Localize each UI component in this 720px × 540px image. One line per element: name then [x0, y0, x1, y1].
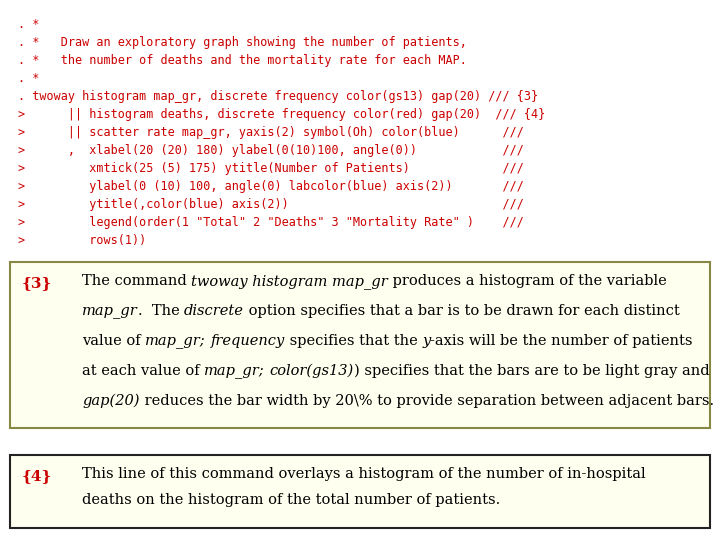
Text: >         ytitle(,color(blue) axis(2))                              ///: > ytitle(,color(blue) axis(2)) ///: [18, 198, 524, 211]
Text: at each value of: at each value of: [82, 364, 204, 378]
Text: . *   the number of deaths and the mortality rate for each MAP.: . * the number of deaths and the mortali…: [18, 54, 467, 67]
Text: >         xmtick(25 (5) 175) ytitle(Number of Patients)             ///: > xmtick(25 (5) 175) ytitle(Number of Pa…: [18, 162, 524, 175]
Text: . *: . *: [18, 18, 40, 31]
Bar: [10, 262, 710, 428]
Text: map_gr;: map_gr;: [145, 334, 206, 348]
Text: .  The: . The: [138, 304, 184, 318]
Text: >         rows(1)): > rows(1)): [18, 234, 146, 247]
Text: This line of this command overlays a histogram of the number of in-hospital: This line of this command overlays a his…: [82, 467, 646, 481]
Text: discrete: discrete: [184, 304, 244, 318]
Bar: [10, 455, 710, 528]
Text: . *   Draw an exploratory graph showing the number of patients,: . * Draw an exploratory graph showing th…: [18, 36, 467, 49]
Text: produces a histogram of the variable: produces a histogram of the variable: [388, 274, 667, 288]
Text: {4}: {4}: [22, 469, 53, 483]
Text: >      ,  xlabel(20 (20) 180) ylabel(0(10)100, angle(0))            ///: > , xlabel(20 (20) 180) ylabel(0(10)100,…: [18, 144, 524, 157]
Text: value of: value of: [82, 334, 145, 348]
Text: The command: The command: [82, 274, 192, 288]
Text: {3}: {3}: [22, 276, 53, 290]
Text: option specifies that a bar is to be drawn for each distinct: option specifies that a bar is to be dra…: [244, 304, 680, 318]
Text: deaths on the histogram of the total number of patients.: deaths on the histogram of the total num…: [82, 493, 500, 507]
Text: >         legend(order(1 "Total" 2 "Deaths" 3 "Mortality Rate" )    ///: > legend(order(1 "Total" 2 "Deaths" 3 "M…: [18, 216, 524, 229]
Text: >      || scatter rate map_gr, yaxis(2) symbol(Oh) color(blue)      ///: > || scatter rate map_gr, yaxis(2) symbo…: [18, 126, 524, 139]
Text: >         ylabel(0 (10) 100, angle(0) labcolor(blue) axis(2))       ///: > ylabel(0 (10) 100, angle(0) labcolor(b…: [18, 180, 524, 193]
Text: color(gs13): color(gs13): [269, 364, 354, 379]
Text: y: y: [422, 334, 431, 348]
Text: . *: . *: [18, 72, 40, 85]
Text: twoway histogram map_gr: twoway histogram map_gr: [192, 274, 388, 289]
Text: -axis will be the number of patients: -axis will be the number of patients: [431, 334, 693, 348]
Text: >      || histogram deaths, discrete frequency color(red) gap(20)  /// {4}: > || histogram deaths, discrete frequenc…: [18, 108, 545, 121]
Text: frequency: frequency: [210, 334, 284, 348]
Text: specifies that the: specifies that the: [284, 334, 422, 348]
Text: map_gr: map_gr: [82, 304, 138, 318]
Text: ) specifies that the bars are to be light gray and: ) specifies that the bars are to be ligh…: [354, 364, 709, 379]
Text: . twoway histogram map_gr, discrete frequency color(gs13) gap(20) /// {3}: . twoway histogram map_gr, discrete freq…: [18, 90, 538, 103]
Text: gap(20): gap(20): [82, 394, 140, 408]
Text: reduces the bar width by 20\% to provide separation between adjacent bars.: reduces the bar width by 20\% to provide…: [140, 394, 714, 408]
Text: map_gr;: map_gr;: [204, 364, 265, 378]
